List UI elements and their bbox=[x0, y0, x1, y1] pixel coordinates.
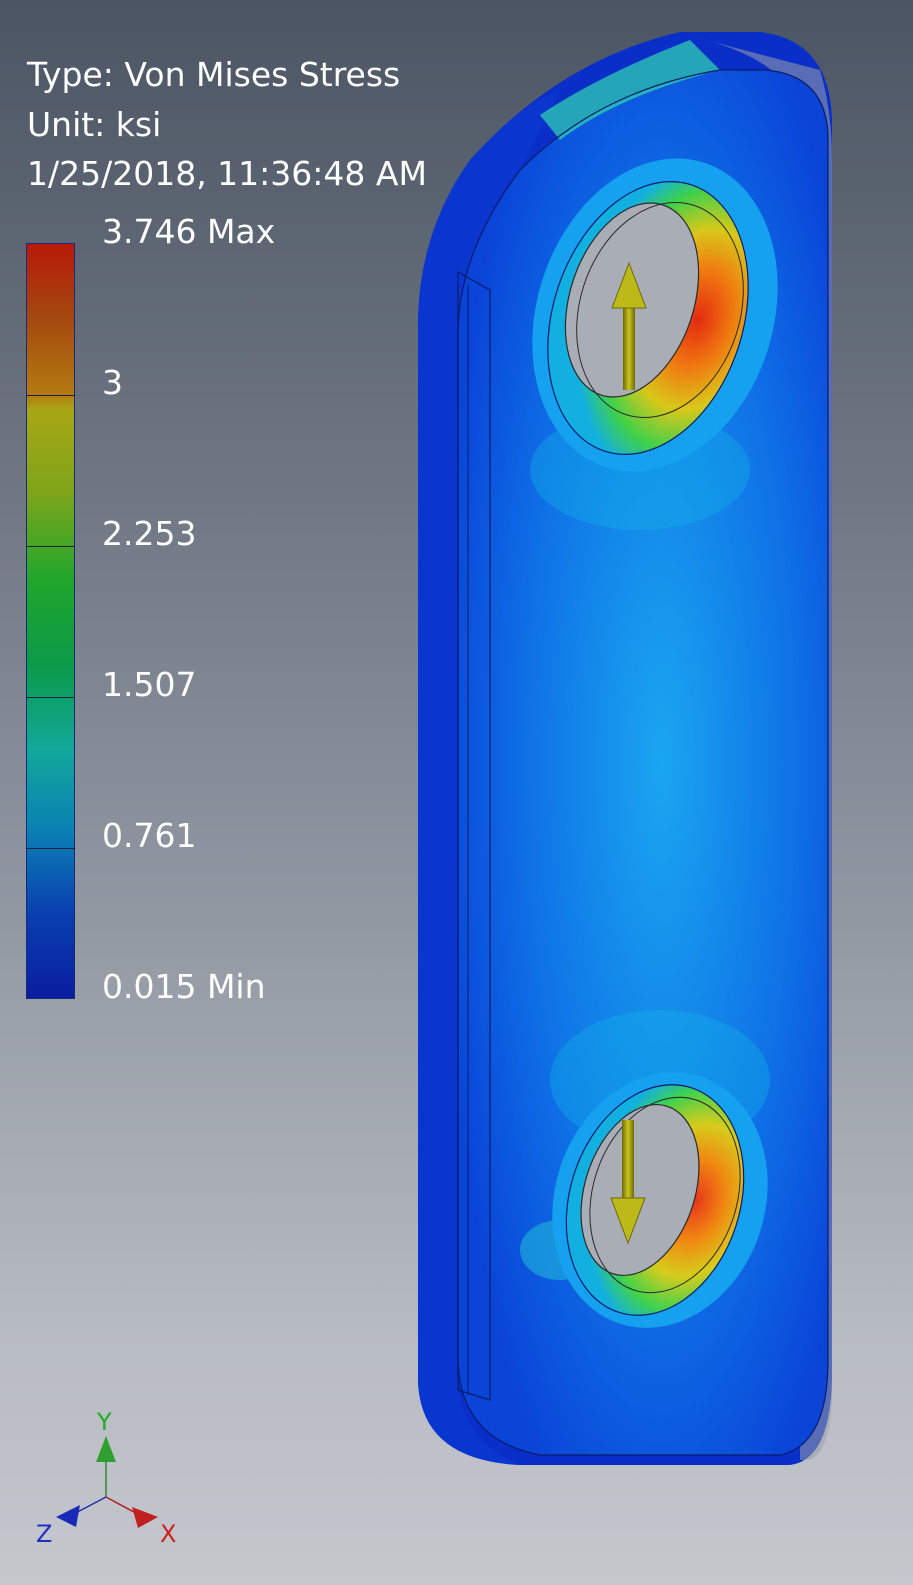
scale-tick bbox=[26, 848, 75, 849]
bottom-hole[interactable] bbox=[520, 1044, 800, 1356]
scale-label: 2.253 bbox=[102, 514, 197, 553]
scale-label: 0.761 bbox=[102, 816, 197, 855]
scale-label-max: 3.746 Max bbox=[102, 212, 276, 251]
scale-tick bbox=[26, 395, 75, 396]
color-scale-bar bbox=[26, 243, 75, 999]
scale-label: 3 bbox=[102, 363, 123, 402]
result-type-label: Type: Von Mises Stress bbox=[27, 55, 401, 94]
y-axis-label: Y bbox=[96, 1408, 112, 1436]
scale-label-min: 0.015 Min bbox=[102, 967, 266, 1006]
top-hole[interactable] bbox=[493, 126, 816, 503]
result-unit-label: Unit: ksi bbox=[27, 105, 162, 144]
scale-label: 1.507 bbox=[102, 665, 197, 704]
z-axis-label: Z bbox=[36, 1520, 52, 1548]
x-axis-label: X bbox=[160, 1520, 176, 1548]
scale-tick bbox=[26, 697, 75, 698]
bottom-load-arrow bbox=[610, 1120, 646, 1245]
scale-tick bbox=[26, 546, 75, 547]
result-date-label: 1/25/2018, 11:36:48 AM bbox=[27, 154, 427, 193]
top-load-arrow bbox=[611, 261, 647, 390]
axis-triad-icon[interactable]: Y X Z bbox=[36, 1408, 176, 1548]
